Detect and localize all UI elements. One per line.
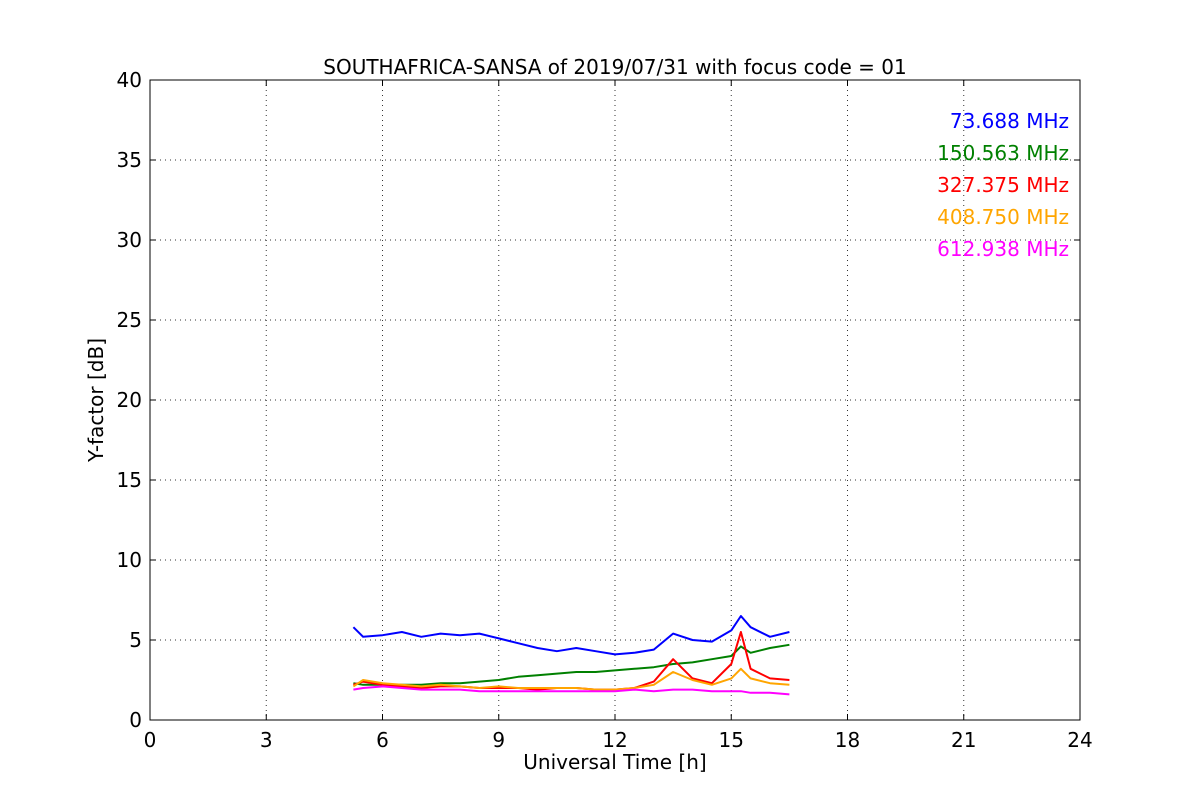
y-axis-label: Y-factor [dB]	[84, 338, 108, 463]
legend-entry-0: 73.688 MHz	[950, 109, 1069, 133]
y-tick-label: 15	[117, 468, 142, 492]
x-tick-label: 21	[951, 728, 976, 752]
x-tick-label: 9	[492, 728, 505, 752]
y-tick-label: 40	[117, 68, 142, 92]
chart-title: SOUTHAFRICA-SANSA of 2019/07/31 with foc…	[323, 55, 907, 79]
series-line-4	[353, 685, 790, 696]
legend-entry-2: 327.375 MHz	[937, 173, 1069, 197]
y-tick-label: 5	[129, 628, 142, 652]
ticks: 0 3 6 9 12 15 18 21 24 0 5 10 15 20 25 30 35 40	[117, 68, 1093, 752]
x-tick-label: 12	[602, 728, 627, 752]
y-tick-label: 10	[117, 548, 142, 572]
legend-entry-1: 150.563 MHz	[937, 141, 1069, 165]
y-tick-label: 25	[117, 308, 142, 332]
y-tick-label: 20	[117, 388, 142, 412]
y-tick-label: 30	[117, 228, 142, 252]
x-tick-label: 18	[835, 728, 860, 752]
series-line-3	[352, 667, 790, 691]
legend-entry-4: 612.938 MHz	[937, 237, 1069, 261]
x-tick-label: 3	[260, 728, 273, 752]
grid	[150, 80, 1080, 720]
legend: 73.688 MHz 150.563 MHz 327.375 MHz 408.750 …	[937, 109, 1069, 261]
x-tick-label: 6	[376, 728, 389, 752]
series-line-1	[353, 643, 790, 686]
x-axis-label: Universal Time [h]	[523, 750, 706, 774]
legend-entry-3: 408.750 MHz	[937, 205, 1069, 229]
x-tick-label: 24	[1067, 728, 1092, 752]
series-group	[352, 615, 790, 696]
x-tick-label: 0	[144, 728, 157, 752]
series-line-0	[352, 615, 790, 656]
y-tick-label: 35	[117, 148, 142, 172]
x-tick-label: 15	[719, 728, 744, 752]
y-tick-label: 0	[129, 708, 142, 732]
